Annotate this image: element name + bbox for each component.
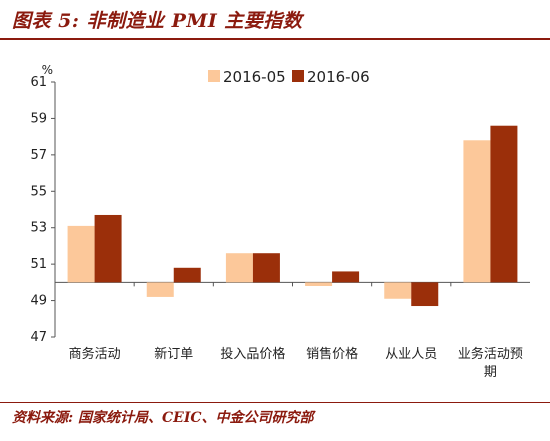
chart-title: 图表 5: 非制造业 PMI 主要指数 <box>12 10 303 32</box>
bar-2016-05 <box>384 282 412 299</box>
legend-label: 2016-06 <box>307 68 370 86</box>
y-unit-label: % <box>42 63 53 77</box>
y-tick-label: 55 <box>30 184 47 199</box>
bar-2016-06 <box>173 267 201 283</box>
legend-swatch <box>208 70 220 82</box>
y-tick-label: 59 <box>30 111 47 126</box>
legend-label: 2016-05 <box>223 68 286 86</box>
x-category-label: 新订单 <box>154 346 193 362</box>
bar-2016-05 <box>146 282 174 297</box>
bar-2016-06 <box>411 282 439 307</box>
x-category-label: 从业人员 <box>385 347 437 362</box>
x-category-label: 商务活动 <box>69 346 121 362</box>
source-note: 资料来源: 国家统计局、CEIC、中金公司研究部 <box>12 410 314 426</box>
bar-2016-06 <box>490 125 518 283</box>
y-tick-label: 53 <box>30 221 47 236</box>
chart-labels: % 47 49 51 53 55 57 59 61 商务活动 新订单 投入品价格 销售价格 从业人员 业务活… <box>30 63 522 380</box>
footer-rule <box>0 402 550 403</box>
chart-axes <box>51 81 530 338</box>
y-tick-label: 47 <box>30 330 47 345</box>
title-rule <box>0 38 550 40</box>
bar-2016-05 <box>67 225 95 283</box>
y-tick-label: 49 <box>30 294 47 309</box>
bar-chart: % 47 49 51 53 55 57 59 61 商务活动 新订单 投入品价格 销售价格 从业人员 业务活… <box>30 63 530 380</box>
bar-2016-06 <box>252 253 280 283</box>
x-category-label: 业务活动预期 <box>458 346 523 380</box>
y-tick-label: 57 <box>30 148 47 163</box>
legend-swatch <box>292 70 304 82</box>
bar-2016-06 <box>94 214 122 283</box>
chart-legend: 2016-05 2016-06 <box>208 68 370 86</box>
bar-2016-05 <box>305 282 333 286</box>
bar-2016-05 <box>463 140 491 283</box>
chart-bars <box>67 125 518 307</box>
x-category-label: 投入品价格 <box>220 346 285 362</box>
y-tick-label: 51 <box>30 257 47 272</box>
bar-2016-05 <box>225 253 253 283</box>
x-category-label: 销售价格 <box>306 346 358 362</box>
bar-2016-06 <box>332 271 360 283</box>
y-tick-label: 61 <box>30 75 47 90</box>
